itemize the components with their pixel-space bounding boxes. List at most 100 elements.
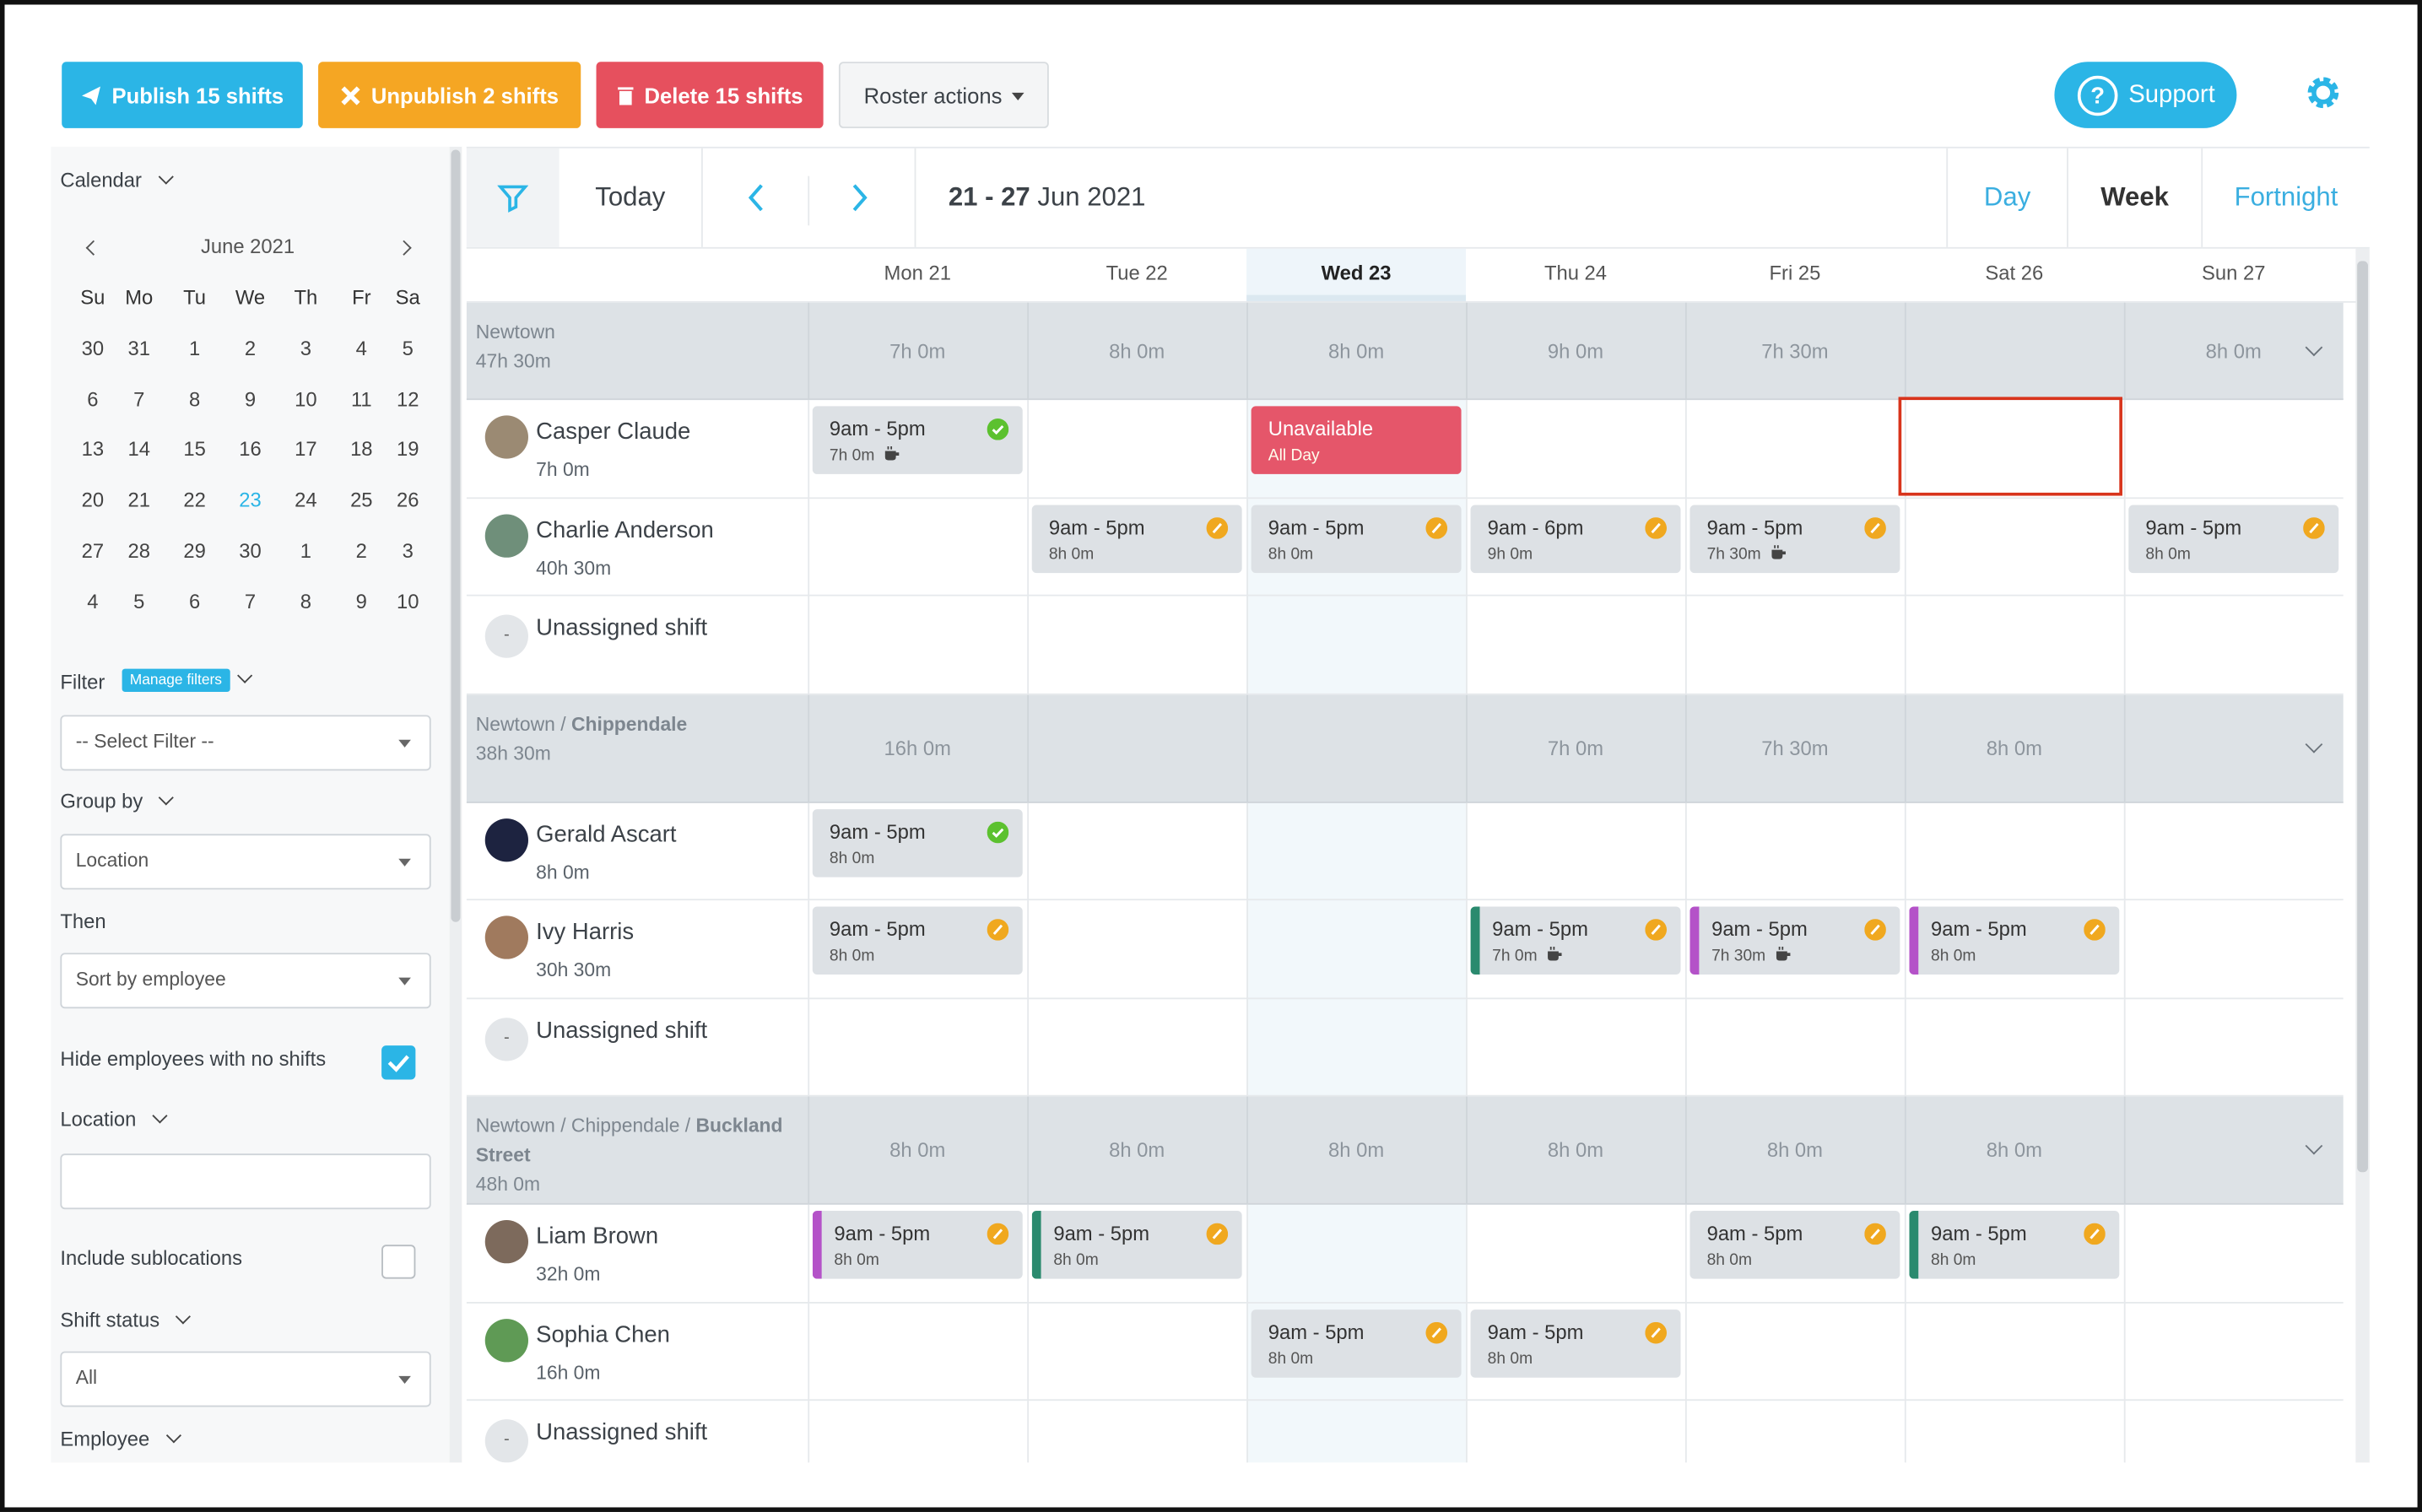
calendar-day[interactable]: 29 [183, 538, 206, 562]
calendar-day[interactable]: 11 [350, 386, 372, 411]
shift-card[interactable]: 9am - 5pm 7h 0m [812, 406, 1023, 474]
filter-toggle[interactable] [466, 148, 560, 247]
shift-card[interactable]: 9am - 5pm 7h 30m [1689, 504, 1900, 573]
filter-select[interactable]: -- Select Filter -- [60, 715, 431, 771]
calendar-day[interactable]: 7 [244, 589, 257, 613]
shift-card[interactable]: 9am - 5pm 7h 30m [1689, 906, 1900, 975]
roster-actions[interactable]: Roster actions [838, 62, 1049, 128]
group-by-select[interactable]: Location [60, 834, 431, 890]
status-icon [1864, 516, 1886, 538]
selected-cell[interactable] [1898, 397, 2122, 496]
shift-card[interactable]: 9am - 5pm 8h 0m [1909, 1211, 2120, 1279]
shift-card[interactable]: 9am - 5pm 8h 0m [812, 808, 1023, 877]
support-button[interactable]: ? Support [2054, 62, 2237, 128]
collapse-chevron[interactable] [2305, 734, 2323, 753]
calendar-day[interactable]: 2 [244, 337, 257, 360]
shift-card[interactable]: 9am - 5pm 8h 0m [1031, 504, 1242, 573]
calendar-day[interactable]: 22 [183, 488, 206, 512]
calendar-day[interactable]: 17 [295, 437, 317, 462]
view-tab[interactable]: Fortnight [2201, 148, 2370, 247]
view-tab[interactable]: Week [2067, 148, 2201, 247]
calendar-day[interactable]: 2 [355, 538, 367, 562]
delete-button[interactable]: Delete 15 shifts [596, 62, 824, 128]
calendar-day[interactable]: 19 [396, 437, 419, 462]
settings-icon[interactable] [2303, 73, 2344, 113]
chevron [158, 169, 174, 185]
shift-card[interactable]: 9am - 5pm 8h 0m [1251, 504, 1462, 573]
calendar-day[interactable]: 9 [355, 589, 367, 613]
calendar-day[interactable]: 1 [188, 337, 201, 360]
collapse-chevron[interactable] [2305, 1137, 2323, 1155]
calendar-day[interactable]: 10 [396, 589, 419, 613]
shift-card[interactable]: 9am - 5pm 8h 0m [812, 1211, 1023, 1279]
calendar-day[interactable]: 4 [87, 589, 99, 613]
calendar-day[interactable]: 8 [300, 589, 312, 613]
shift-time: 9am - 5pm [1706, 515, 1803, 538]
calendar-day[interactable]: 3 [300, 337, 312, 360]
calendar-day[interactable]: 10 [295, 386, 317, 411]
shift-card[interactable]: 9am - 5pm 8h 0m [1470, 1309, 1681, 1377]
col-line [1246, 998, 1248, 1097]
shift-card[interactable]: 9am - 5pm 8h 0m [1251, 1309, 1462, 1377]
calendar-day[interactable]: 20 [81, 488, 105, 512]
calendar-day[interactable]: 26 [396, 488, 419, 512]
shift-card[interactable]: 9am - 5pm 8h 0m [1031, 1211, 1242, 1279]
calendar-day[interactable]: 18 [350, 437, 373, 462]
location-input[interactable] [60, 1153, 431, 1210]
then-select[interactable]: Sort by employee [60, 953, 431, 1009]
shift-card[interactable]: 9am - 5pm 7h 0m [1470, 906, 1681, 975]
calendar-day[interactable]: 9 [244, 386, 257, 411]
today-button[interactable]: Today [560, 148, 703, 247]
shift-duration: All Day [1268, 446, 1320, 465]
label: Roster actions [863, 82, 1003, 108]
shift-card[interactable]: 9am - 5pm 8h 0m [812, 906, 1023, 975]
group-parent: Newtown / [475, 712, 571, 735]
shift-card[interactable]: 9am - 5pm 8h 0m [1689, 1211, 1900, 1279]
next-month[interactable] [396, 240, 412, 256]
calendar-day[interactable]: 12 [396, 386, 419, 411]
calendar-day[interactable]: 5 [402, 337, 414, 360]
prev-month[interactable] [85, 240, 101, 256]
calendar-day[interactable]: 16 [239, 437, 262, 462]
calendar-day[interactable]: 13 [81, 437, 105, 462]
include-sub-checkbox[interactable] [381, 1245, 416, 1279]
calendar-day[interactable]: 30 [81, 337, 105, 360]
calendar-day[interactable]: 7 [133, 386, 145, 411]
calendar-day[interactable]: 1 [300, 538, 312, 562]
calendar-day[interactable]: 8 [188, 386, 201, 411]
employee-hours: 7h 0m [536, 458, 590, 481]
calendar-day[interactable]: 24 [295, 488, 317, 512]
prev-week[interactable] [744, 182, 769, 213]
shift-card[interactable]: 9am - 5pm 8h 0m [2128, 504, 2339, 573]
day-total: 8h 0m [1328, 338, 1385, 363]
employee-hours: 16h 0m [536, 1361, 601, 1384]
sidebar-scrollbar [449, 146, 462, 1463]
calendar-day[interactable]: 31 [127, 337, 150, 360]
shift-card[interactable]: 9am - 6pm 9h 0m [1470, 504, 1681, 573]
day-total: 8h 0m [889, 1138, 946, 1162]
shift-card[interactable]: 9am - 5pm 8h 0m [1909, 906, 2120, 975]
view-tab[interactable]: Day [1946, 148, 2067, 247]
manage-filters[interactable]: Manage filters [122, 668, 230, 693]
unavailable-block[interactable]: Unavailable All Day [1251, 406, 1462, 474]
calendar-day[interactable]: 5 [133, 589, 145, 613]
calendar-day[interactable]: 25 [350, 488, 373, 512]
calendar-day[interactable]: 21 [127, 488, 150, 512]
calendar-day[interactable]: 6 [87, 386, 99, 411]
calendar-day[interactable]: 4 [355, 337, 367, 360]
hide-checkbox[interactable] [381, 1045, 416, 1080]
calendar-day[interactable]: 28 [127, 538, 150, 562]
calendar-day[interactable]: 15 [183, 437, 206, 462]
calendar-day[interactable]: 14 [127, 437, 150, 462]
calendar-day[interactable]: 27 [81, 538, 105, 562]
calendar-day[interactable]: 30 [239, 538, 262, 562]
calendar-day[interactable]: 23 [239, 488, 262, 512]
next-week[interactable] [846, 182, 871, 213]
status-icon [987, 919, 1009, 941]
calendar-day[interactable]: 6 [188, 589, 201, 613]
publish-button[interactable]: Publish 15 shifts [62, 62, 303, 128]
calendar-day[interactable]: 3 [402, 538, 414, 562]
col-line [1466, 998, 1468, 1097]
unpublish-button[interactable]: Unpublish 2 shifts [318, 62, 581, 128]
shift-status-select[interactable]: All [60, 1351, 431, 1407]
